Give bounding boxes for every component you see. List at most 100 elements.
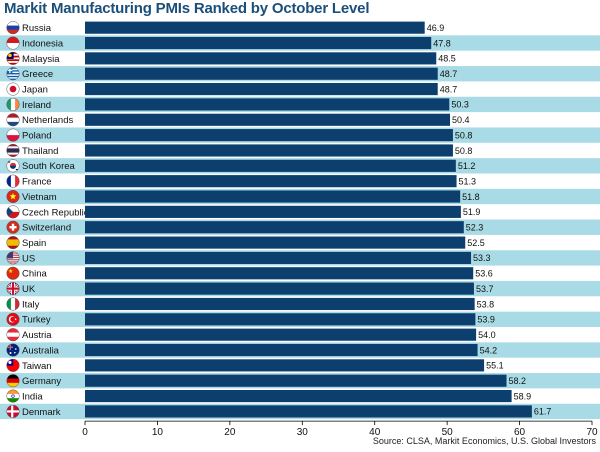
- us-flag-icon: [6, 251, 20, 265]
- category-label: South Korea: [22, 161, 76, 172]
- bar-denmark: [85, 405, 532, 418]
- bar-russia: [85, 21, 425, 34]
- chart-title: Markit Manufacturing PMIs Ranked by Octo…: [4, 0, 370, 17]
- value-label: 54.0: [478, 330, 496, 340]
- india-flag-icon: [6, 389, 20, 403]
- bar-greece: [85, 67, 438, 80]
- value-label: 53.9: [477, 315, 495, 325]
- category-label: Netherlands: [22, 115, 73, 126]
- x-tick-label: 40: [369, 427, 381, 438]
- australia-flag-icon: [6, 343, 20, 357]
- value-label: 50.8: [455, 146, 473, 156]
- value-label: 55.1: [486, 361, 504, 371]
- category-label: Poland: [22, 131, 52, 142]
- austria-flag-icon: [6, 328, 20, 342]
- bar-italy: [85, 297, 475, 311]
- category-label: Greece: [22, 69, 53, 80]
- germany-flag-icon: [6, 374, 20, 388]
- russia-flag-icon: [6, 21, 20, 35]
- france-flag-icon: [6, 174, 20, 188]
- x-tick-label: 0: [82, 427, 88, 438]
- bar-china: [85, 267, 474, 280]
- value-label: 50.3: [451, 100, 469, 110]
- category-label: Denmark: [22, 407, 61, 418]
- value-label: 50.8: [455, 130, 473, 140]
- value-label: 53.3: [473, 253, 491, 263]
- spain-flag-icon: [6, 236, 20, 250]
- value-label: 47.8: [433, 38, 451, 48]
- china-flag-icon: [6, 266, 20, 280]
- category-label: UK: [22, 284, 36, 295]
- category-label: Ireland: [22, 100, 51, 111]
- category-label: Spain: [22, 238, 46, 249]
- bar-thailand: [85, 144, 453, 157]
- value-label: 51.3: [459, 176, 477, 186]
- bar-vietnam: [85, 190, 461, 203]
- value-label: 48.7: [440, 84, 458, 94]
- value-label: 58.9: [514, 391, 532, 401]
- value-label: 53.8: [477, 299, 495, 309]
- value-label: 46.9: [427, 23, 445, 33]
- value-label: 61.7: [534, 407, 552, 417]
- turkey-flag-icon: [6, 312, 20, 326]
- switzerland-flag-icon: [6, 220, 20, 234]
- x-tick-label: 20: [224, 427, 236, 438]
- taiwan-flag-icon: [6, 358, 20, 372]
- x-tick-label: 10: [152, 427, 164, 438]
- bar-japan: [85, 83, 438, 96]
- bar-us: [85, 251, 472, 264]
- japan-flag-icon: [6, 82, 20, 96]
- value-label: 53.6: [475, 269, 493, 279]
- category-label: Taiwan: [22, 361, 52, 372]
- bar-south-korea: [85, 159, 456, 172]
- bar-netherlands: [85, 113, 451, 126]
- category-label: Switzerland: [22, 223, 71, 234]
- value-label: 53.7: [476, 284, 494, 294]
- bar-malaysia: [85, 52, 437, 65]
- source-note: Source: CLSA, Markit Economics, U.S. Glo…: [372, 436, 596, 446]
- category-label: China: [22, 269, 48, 280]
- x-tick-label: 50: [442, 427, 454, 438]
- uk-flag-icon: [6, 282, 20, 296]
- bar-indonesia: [85, 36, 432, 50]
- south-korea-flag-icon: [6, 159, 20, 173]
- x-tick-label: 30: [297, 427, 309, 438]
- category-label: Czech Republic: [22, 207, 89, 218]
- category-label: Italy: [22, 299, 40, 310]
- bar-poland: [85, 129, 453, 142]
- italy-flag-icon: [6, 297, 20, 311]
- category-label: Russia: [22, 23, 52, 34]
- category-label: Turkey: [22, 315, 51, 326]
- value-label: 51.2: [458, 161, 476, 171]
- category-label: Australia: [22, 345, 60, 356]
- x-tick-label: 60: [514, 427, 526, 438]
- poland-flag-icon: [6, 128, 20, 142]
- category-label: Malaysia: [22, 54, 60, 65]
- bar-uk: [85, 282, 474, 295]
- value-label: 58.2: [509, 376, 527, 386]
- czech-republic-flag-icon: [6, 205, 20, 219]
- ireland-flag-icon: [6, 97, 20, 111]
- thailand-flag-icon: [6, 143, 20, 158]
- vietnam-flag-icon: [6, 189, 20, 204]
- value-label: 48.5: [438, 54, 456, 64]
- value-label: 52.3: [466, 223, 484, 233]
- netherlands-flag-icon: [6, 113, 20, 127]
- category-label: France: [22, 177, 52, 188]
- bar-india: [85, 390, 512, 403]
- category-label: Thailand: [22, 146, 58, 157]
- bar-germany: [85, 374, 507, 387]
- value-label: 48.7: [440, 69, 458, 79]
- value-label: 51.9: [463, 207, 481, 217]
- bar-spain: [85, 236, 466, 249]
- value-label: 51.8: [462, 192, 480, 202]
- category-label: Indonesia: [22, 38, 64, 49]
- malaysia-flag-icon: [6, 51, 20, 65]
- greece-flag-icon: [6, 67, 20, 81]
- bar-ireland: [85, 98, 450, 111]
- bar-taiwan: [85, 359, 485, 372]
- bar-turkey: [85, 313, 476, 326]
- category-label: Vietnam: [22, 192, 57, 203]
- bar-switzerland: [85, 221, 464, 234]
